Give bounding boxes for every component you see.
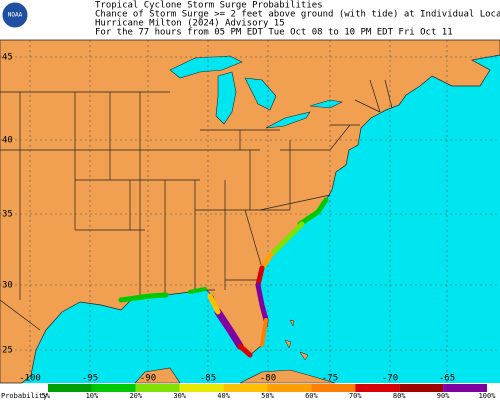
legend-swatch [223,384,268,392]
legend-label: 70% [349,392,362,400]
lat-label: 40 [2,136,13,146]
lon-label: -75 [322,374,338,384]
yucatan [134,367,181,384]
header-line: Hurricane Milton (2024) Advisory 15 [95,19,285,29]
lake-superior [169,55,243,79]
legend-swatch [355,384,400,392]
lat-label: 25 [2,346,13,356]
axis-labels: 45 40 35 30 25 -100 -95 -90 -85 -80 -75 -70 -65 [2,53,455,384]
lake-michigan [215,71,237,125]
legend-label: 40% [217,392,230,400]
lon-label: -80 [260,374,276,384]
legend-label: 30% [173,392,186,400]
header-line: For the 77 hours from 05 PM EDT Tue Oct … [95,28,453,38]
surge-areas [118,197,329,358]
lon-label: -90 [140,374,156,384]
lon-label: -85 [200,374,216,384]
legend-swatch [311,384,356,392]
lake-ontario [309,99,343,109]
legend-swatch [267,384,312,392]
legend-swatch [443,384,487,392]
legend-swatch [48,384,92,392]
header-line: Chance of Storm Surge >= 2 feet above gr… [95,10,500,20]
legend-label: 100% [479,392,497,400]
logo-text: NOAA [8,12,23,19]
legend-swatch [179,384,224,392]
legend-label: 20% [129,392,142,400]
legend-label: 80% [393,392,406,400]
legend-swatch [399,384,444,392]
borders [0,79,393,331]
legend-title: Probability [1,392,47,400]
lon-label: -100 [19,374,41,384]
noaa-logo [1,1,29,29]
legend-swatch [91,384,136,392]
lon-label: -70 [382,374,398,384]
graticule [0,40,500,383]
lon-label: -65 [439,374,455,384]
header: Tropical Cyclone Storm Surge Probabiliti… [95,1,500,38]
bahamas [284,319,309,361]
lat-label: 30 [2,281,13,291]
legend-label: 5% [42,392,51,400]
header-line: Tropical Cyclone Storm Surge Probabiliti… [95,1,323,11]
legend-label: 60% [305,392,318,400]
legend-label: 90% [437,392,450,400]
lat-label: 35 [2,210,13,220]
cuba [239,369,336,384]
legend-label: 50% [261,392,274,400]
lat-label: 45 [2,53,13,63]
legend-label: 10% [86,392,99,400]
legend-swatch [135,384,180,392]
lake-erie [265,111,311,129]
lon-label: -95 [82,374,98,384]
